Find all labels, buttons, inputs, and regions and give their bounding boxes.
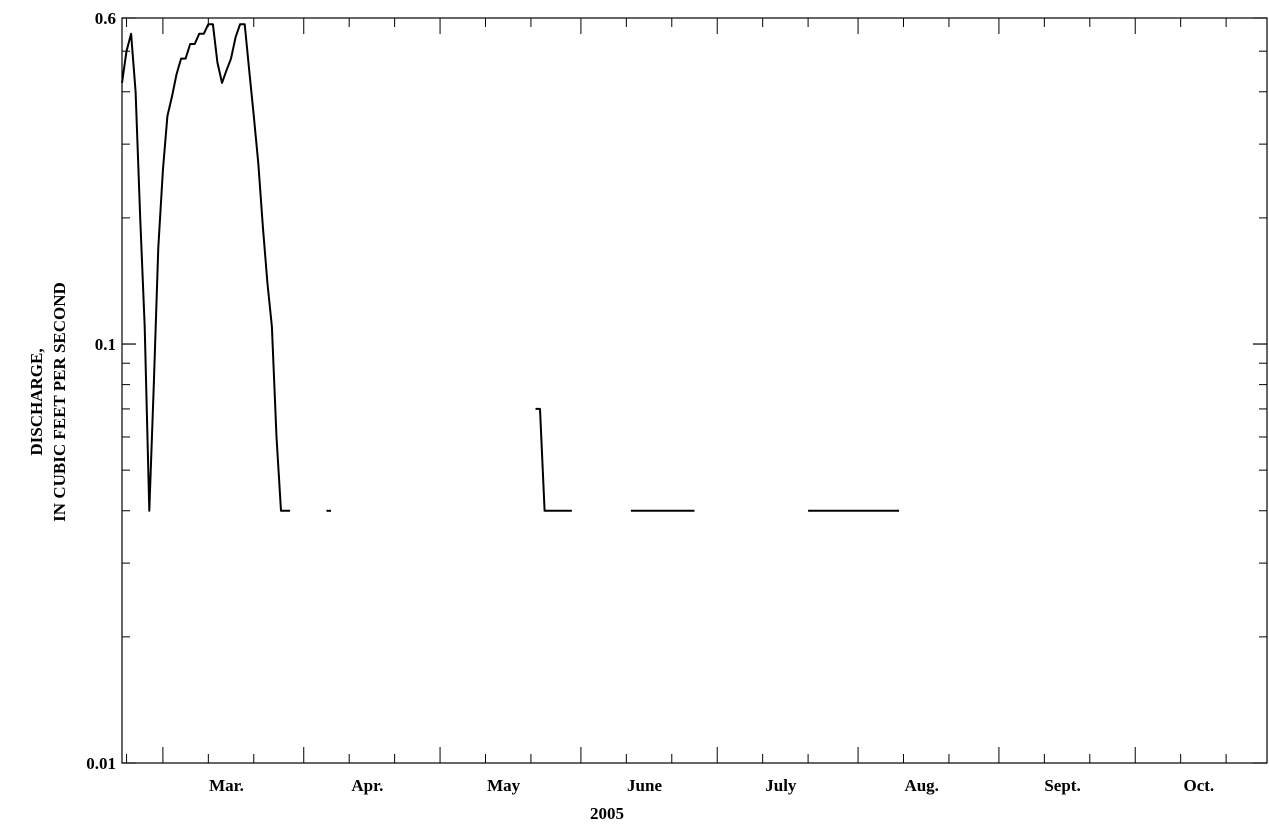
series-lines <box>121 23 899 512</box>
month-label: May <box>487 776 521 795</box>
month-ticks <box>126 18 1227 763</box>
y-axis-label-line-1: DISCHARGE, <box>27 348 46 455</box>
y-axis-label: DISCHARGE, IN CUBIC FEET PER SECOND <box>27 282 69 522</box>
month-label: Aug. <box>904 776 938 795</box>
y-tick-label: 0.1 <box>95 335 116 354</box>
month-label: July <box>765 776 797 795</box>
minor-ticks <box>122 50 1267 638</box>
series-line <box>535 407 572 512</box>
series-line <box>121 23 291 512</box>
month-label: Oct. <box>1184 776 1215 795</box>
month-label: Apr. <box>351 776 383 795</box>
month-label: June <box>627 776 662 795</box>
month-labels: Mar. Apr. May June July Aug. Sept. Oct. <box>209 776 1214 795</box>
month-label: Sept. <box>1044 776 1080 795</box>
y-axis-label-line-2: IN CUBIC FEET PER SECOND <box>50 282 69 522</box>
y-tick-label: 0.01 <box>86 754 116 773</box>
plot-frame <box>121 17 1268 764</box>
x-axis-label: 2005 <box>590 804 624 823</box>
month-label: Mar. <box>209 776 244 795</box>
y-tick-label: 0.6 <box>95 9 116 28</box>
y-axis-ticks: 0.6 0.1 0.01 <box>86 9 1267 773</box>
